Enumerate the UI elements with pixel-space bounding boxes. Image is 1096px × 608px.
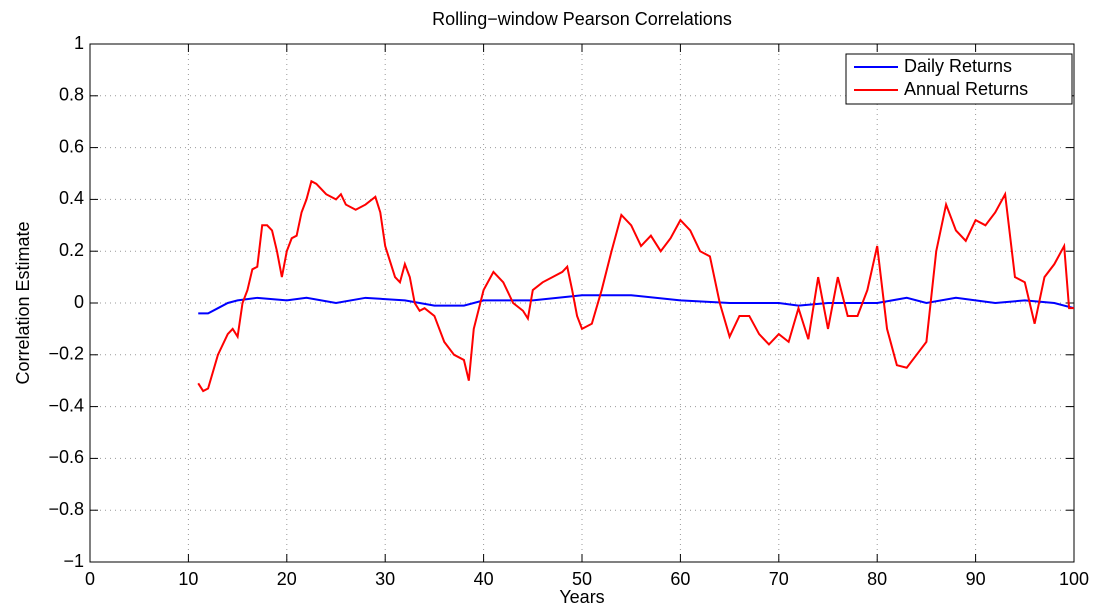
legend-label: Annual Returns	[904, 79, 1028, 99]
x-tick-label: 40	[474, 569, 494, 589]
x-tick-label: 0	[85, 569, 95, 589]
y-axis-label: Correlation Estimate	[13, 221, 33, 384]
y-tick-label: −0.2	[48, 344, 84, 364]
x-tick-label: 50	[572, 569, 592, 589]
y-tick-label: 0.8	[59, 85, 84, 105]
y-tick-label: 1	[74, 33, 84, 53]
legend-label: Daily Returns	[904, 56, 1012, 76]
y-tick-label: 0.6	[59, 136, 84, 156]
chart-title: Rolling−window Pearson Correlations	[432, 9, 732, 29]
x-tick-label: 100	[1059, 569, 1089, 589]
y-tick-label: −0.4	[48, 395, 84, 415]
y-tick-label: −0.6	[48, 447, 84, 467]
x-tick-label: 90	[966, 569, 986, 589]
x-tick-label: 10	[178, 569, 198, 589]
x-tick-label: 60	[670, 569, 690, 589]
data-line	[197, 179, 1074, 393]
x-tick-label: 70	[769, 569, 789, 589]
y-tick-label: 0.2	[59, 240, 84, 260]
axes-box	[89, 43, 1075, 563]
x-tick-label: 30	[375, 569, 395, 589]
y-tick-label: 0	[74, 292, 84, 312]
legend-box	[845, 53, 1073, 105]
x-tick-label: 20	[277, 569, 297, 589]
x-axis-label: Years	[559, 587, 604, 607]
y-tick-label: −0.8	[48, 499, 84, 519]
x-tick-label: 80	[867, 569, 887, 589]
y-tick-label: −1	[63, 551, 84, 571]
data-line	[198, 294, 1075, 315]
y-tick-label: 0.4	[59, 188, 84, 208]
